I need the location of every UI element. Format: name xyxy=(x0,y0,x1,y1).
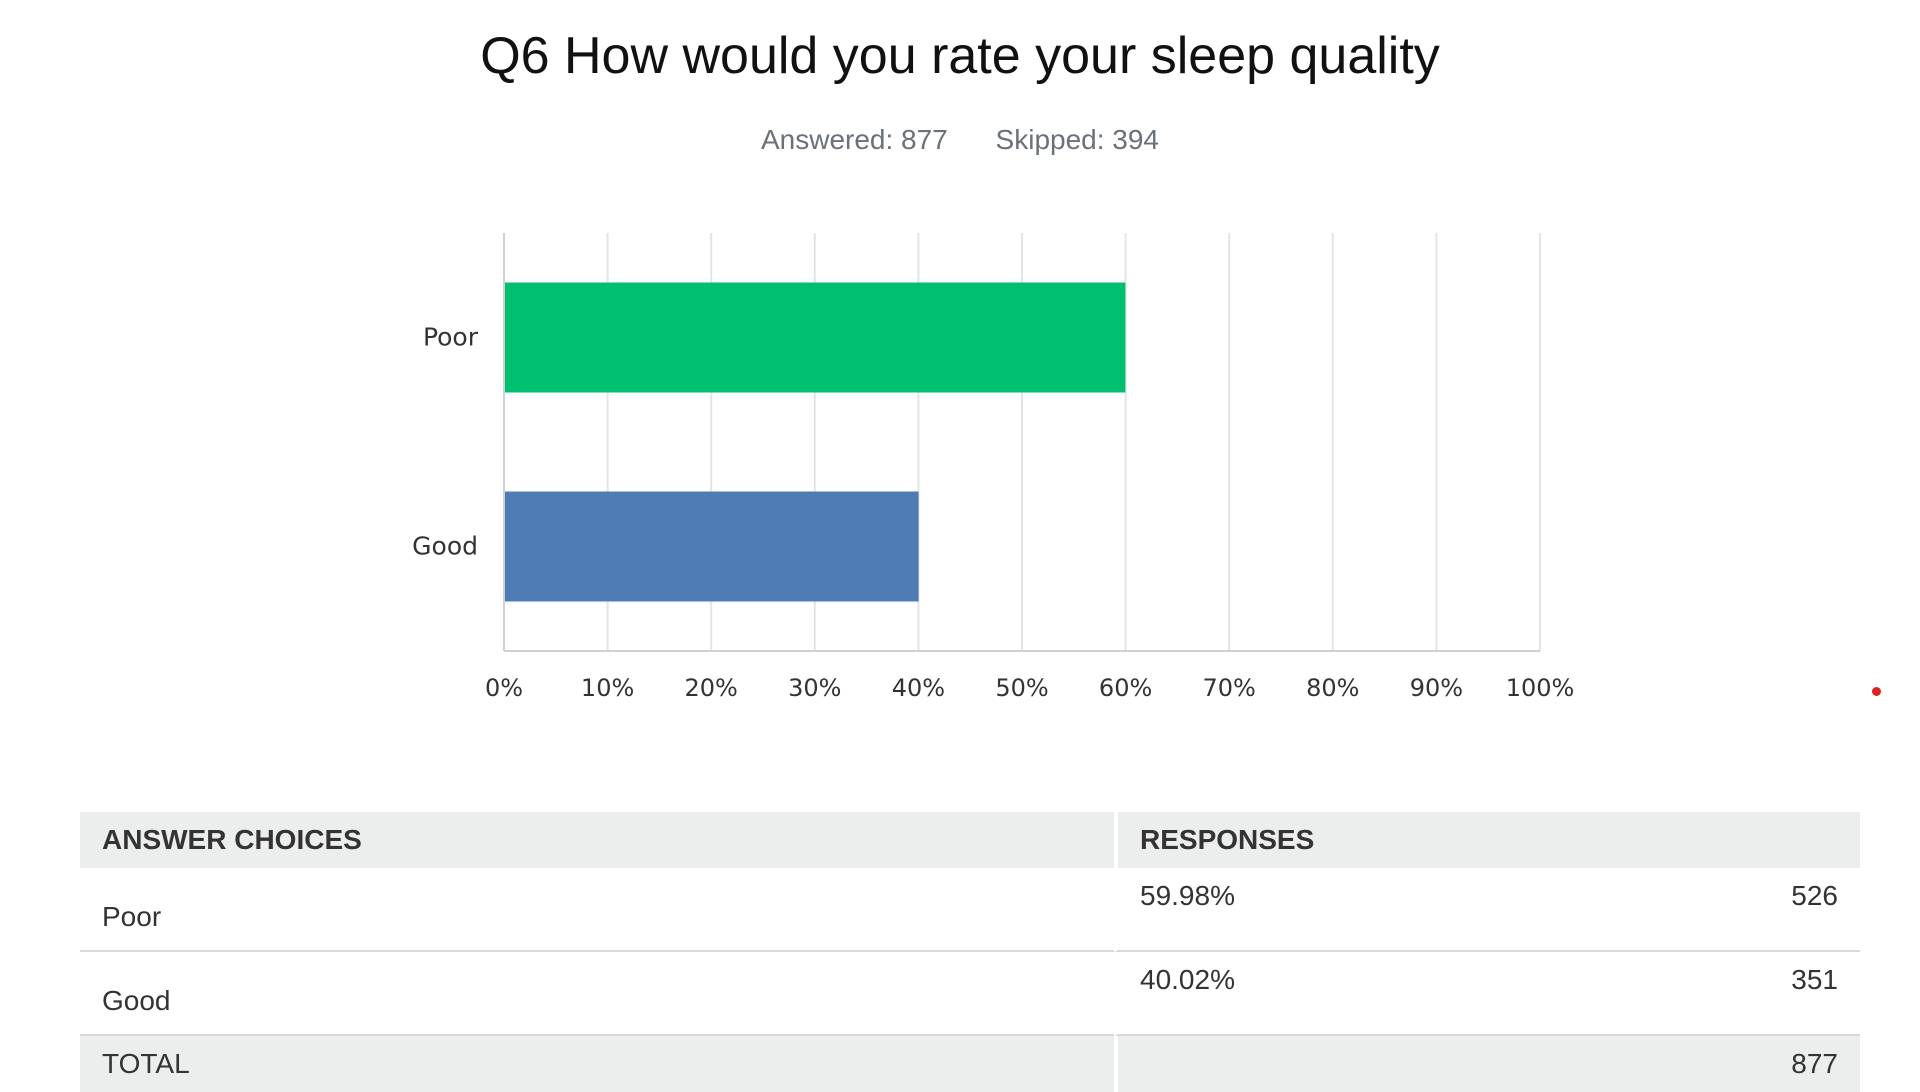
bar-chart: 0% 10% 20% 30% 40% 50% 60% 70% 80% 90% 100% Poor Goo… xyxy=(412,233,1574,703)
question-title: Q6 How would you rate your sleep quality xyxy=(480,27,1440,85)
chart-axes xyxy=(503,233,1540,652)
x-tick-label: 100% xyxy=(1506,674,1575,702)
x-tick-label: 80% xyxy=(1306,674,1359,702)
x-tick-label: 60% xyxy=(1099,674,1152,702)
response-stats: Answered: 877 Skipped: 394 xyxy=(0,124,1920,156)
category-label: Good xyxy=(412,532,478,561)
row-choice: Poor xyxy=(80,868,1114,952)
x-tick-label: 50% xyxy=(995,674,1048,702)
skipped-count: Skipped: 394 xyxy=(995,124,1160,155)
row-percent: 59.98% xyxy=(1140,880,1235,911)
x-tick-label: 40% xyxy=(892,674,945,702)
header-answer-choices: ANSWER CHOICES xyxy=(80,812,1114,868)
total-label: TOTAL xyxy=(80,1036,1114,1092)
chart-bars xyxy=(504,282,1126,602)
table-row: Good 40.02% 351 xyxy=(80,952,1860,1036)
chart-labels: 0% 10% 20% 30% 40% 50% 60% 70% 80% 90% 100% Poor Goo… xyxy=(412,323,1574,703)
table-row: Poor 59.98% 526 xyxy=(80,868,1860,952)
answered-count: Answered: 877 xyxy=(760,124,948,155)
row-choice: Good xyxy=(80,952,1114,1036)
row-count: 351 xyxy=(1791,964,1838,995)
total-cell: 877 xyxy=(1114,1036,1860,1092)
red-dot-marker xyxy=(1872,687,1881,696)
row-response: 59.98% 526 xyxy=(1114,868,1860,952)
total-row: TOTAL 877 xyxy=(80,1036,1860,1092)
category-label: Poor xyxy=(423,323,479,352)
x-tick-label: 0% xyxy=(485,674,523,702)
row-count: 526 xyxy=(1791,880,1838,911)
x-tick-label: 20% xyxy=(685,674,738,702)
response-table: ANSWER CHOICES RESPONSES Poor 59.98% 526… xyxy=(80,812,1860,1092)
x-tick-label: 30% xyxy=(788,674,841,702)
total-count: 877 xyxy=(1791,1048,1838,1079)
row-percent: 40.02% xyxy=(1140,964,1235,995)
row-response: 40.02% 351 xyxy=(1114,952,1860,1036)
x-tick-label: 70% xyxy=(1203,674,1256,702)
bar-good xyxy=(504,491,919,602)
x-tick-label: 90% xyxy=(1410,674,1463,702)
bar-poor xyxy=(504,282,1126,393)
header-responses: RESPONSES xyxy=(1114,812,1860,868)
x-tick-label: 10% xyxy=(581,674,634,702)
